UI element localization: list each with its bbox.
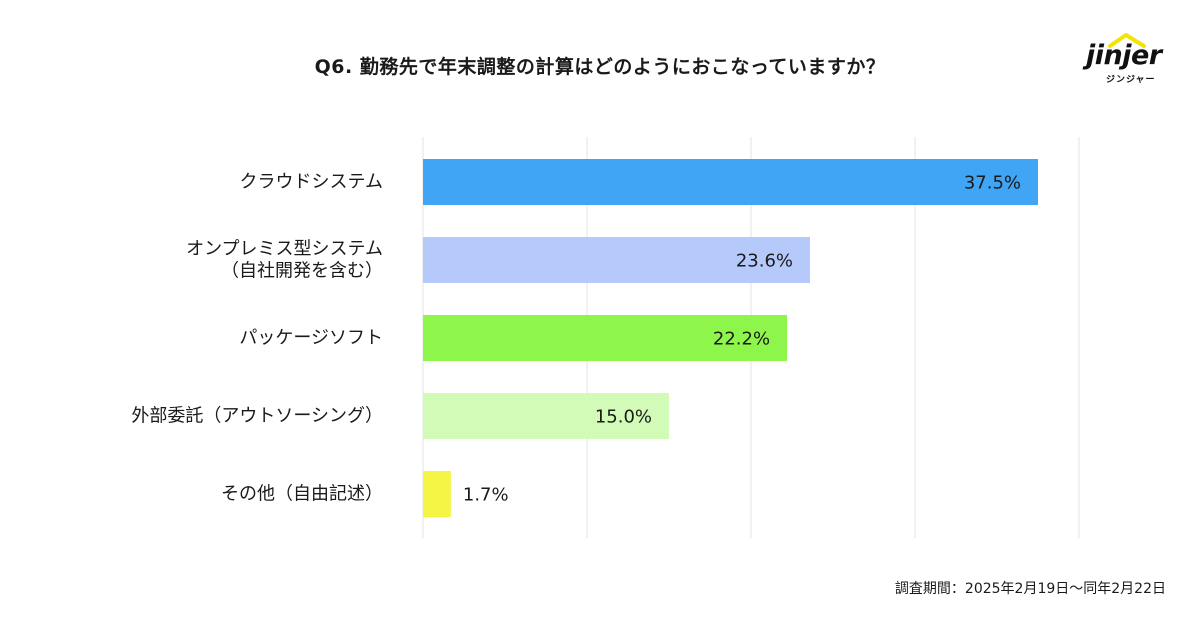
- house-roof-icon: [1108, 33, 1146, 48]
- category-label: クラウドシステム: [240, 172, 383, 193]
- bar: [423, 471, 451, 517]
- bar: [423, 315, 788, 361]
- logo-subtitle: ジンジャー: [1106, 75, 1156, 85]
- bar: [423, 159, 1038, 205]
- value-label: 22.2%: [713, 329, 770, 350]
- category-label: 外部委託（アウトソーシング）: [131, 406, 383, 427]
- category-label: パッケージソフト: [239, 328, 383, 349]
- survey-period-note: 調査期間：2025年2月19日〜同年2月22日: [894, 581, 1166, 597]
- category-label: オンプレミス型システム: [186, 239, 383, 260]
- value-label: 1.7%: [463, 485, 509, 506]
- jinjer-logo: jinjer ジンジャー: [1082, 30, 1168, 86]
- value-labels: 37.5% 23.6% 22.2% 15.0% 1.7%: [463, 173, 1021, 506]
- value-label: 23.6%: [736, 251, 793, 272]
- bar: [423, 237, 811, 283]
- logo-wordmark: jinjer: [1086, 40, 1162, 71]
- category-label: （自社開発を含む）: [221, 261, 383, 282]
- value-label: 37.5%: [964, 173, 1021, 194]
- bar: [423, 393, 669, 439]
- bars: [423, 159, 1038, 517]
- category-label: その他（自由記述）: [221, 484, 383, 505]
- value-label: 15.0%: [595, 407, 652, 428]
- chart-title: Q6. 勤務先で年末調整の計算はどのようにおこなっていますか？: [314, 56, 886, 78]
